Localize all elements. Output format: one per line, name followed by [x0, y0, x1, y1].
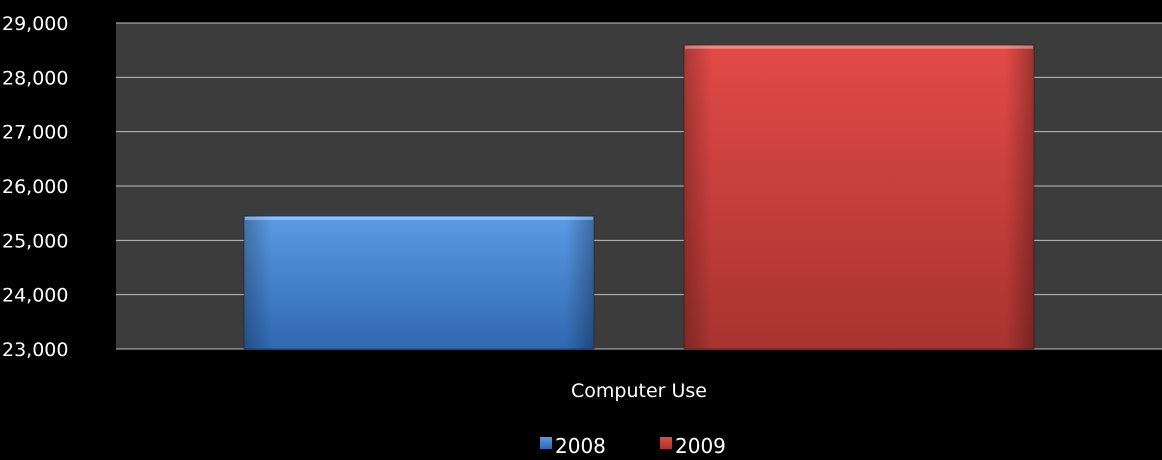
legend-swatch: [660, 437, 672, 449]
y-tick-label: 27,000: [2, 122, 68, 144]
legend-item-2008: 2008: [540, 434, 606, 458]
y-tick-label: 25,000: [2, 230, 68, 252]
x-category-label: Computer Use: [571, 380, 707, 402]
bar-highlight: [685, 45, 1033, 49]
bar-edge-shade: [244, 215, 594, 349]
bar-2009: [683, 44, 1035, 350]
legend: 2008 2009: [540, 434, 726, 458]
y-tick-label: 28,000: [2, 67, 68, 89]
y-tick-label: 26,000: [2, 176, 68, 198]
legend-item-2009: 2009: [660, 434, 726, 458]
legend-label: 2008: [555, 434, 606, 458]
y-axis-tick-labels: 23,000 24,000 25,000 26,000 27,000 28,000 29,0…: [2, 13, 68, 361]
y-tick-label: 23,000: [2, 339, 68, 361]
bar-highlight: [245, 216, 593, 220]
legend-label: 2009: [675, 434, 726, 458]
x-axis-category-labels: Computer Use: [571, 380, 707, 402]
bars: [243, 44, 1035, 350]
bar-edge-shade: [684, 44, 1034, 349]
bar-2008: [243, 215, 595, 350]
y-tick-label: 24,000: [2, 285, 68, 307]
legend-swatch: [540, 437, 552, 449]
y-tick-label: 29,000: [2, 13, 68, 35]
